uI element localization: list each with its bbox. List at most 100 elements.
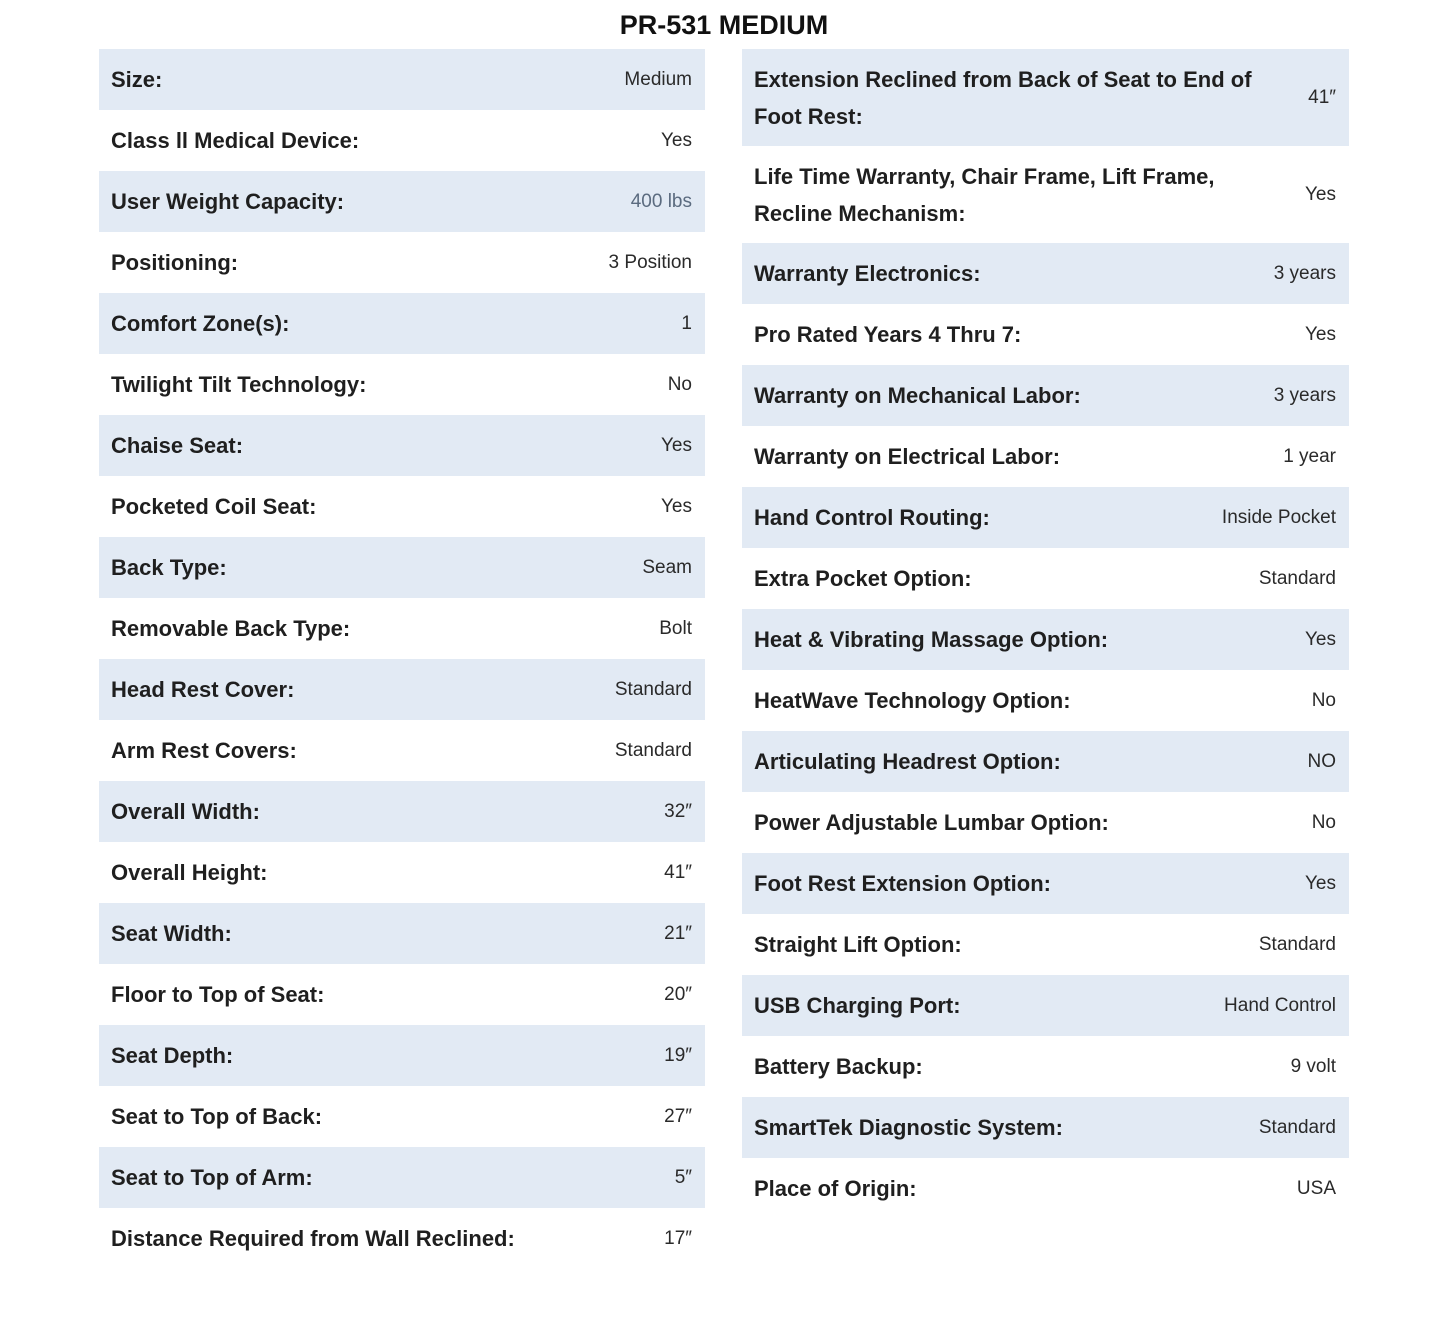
spec-label: Back Type: — [111, 555, 227, 580]
spec-row: Warranty on Electrical Labor: 1 year — [742, 426, 1349, 487]
spec-label: Floor to Top of Seat: — [111, 982, 325, 1007]
spec-value: Seam — [642, 556, 692, 578]
spec-label: Battery Backup: — [754, 1054, 923, 1079]
spec-label: Twilight Tilt Technology: — [111, 372, 367, 397]
spec-label: Warranty Electronics: — [754, 261, 981, 286]
spec-label: Size: — [111, 67, 163, 92]
spec-value: Yes — [1305, 183, 1336, 205]
spec-label: Overall Height: — [111, 860, 268, 885]
spec-label: Extra Pocket Option: — [754, 566, 972, 591]
spec-value: Standard — [614, 739, 692, 761]
spec-row: Twilight Tilt Technology: No — [99, 354, 705, 415]
spec-row: Positioning: 3 Position — [99, 232, 705, 293]
spec-row: Removable Back Type: Bolt — [99, 598, 705, 659]
spec-label: SmartTek Diagnostic System: — [754, 1115, 1063, 1140]
spec-row: SmartTek Diagnostic System: Standard — [742, 1097, 1349, 1158]
spec-value: 41″ — [1308, 86, 1336, 108]
spec-label: Seat to Top of Back: — [111, 1104, 323, 1129]
spec-row: Seat to Top of Back: 27″ — [99, 1086, 705, 1147]
spec-table-left: Size: Medium Class ll Medical Device: Yes Us… — [99, 49, 705, 1269]
spec-value: USA — [1296, 1177, 1336, 1199]
spec-row: Straight Lift Option: Standard — [742, 914, 1349, 975]
spec-row: Class ll Medical Device: Yes — [99, 110, 705, 171]
spec-row: Pocketed Coil Seat: Yes — [99, 476, 705, 537]
spec-label: Extension Reclined from Back of Seat to … — [754, 66, 1252, 129]
spec-value: 20″ — [664, 983, 692, 1005]
spec-row: Place of Origin: USA — [742, 1158, 1349, 1219]
spec-value: 1 — [681, 312, 692, 334]
spec-row: Overall Width: 32″ — [99, 781, 705, 842]
spec-row: Overall Height: 41″ — [99, 842, 705, 903]
spec-row: Extra Pocket Option: Standard — [742, 548, 1349, 609]
spec-value: Yes — [1305, 872, 1336, 894]
spec-value: NO — [1307, 750, 1337, 772]
spec-row: Pro Rated Years 4 Thru 7: Yes — [742, 304, 1349, 365]
spec-label: HeatWave Technology Option: — [754, 688, 1071, 713]
spec-label: Power Adjustable Lumbar Option: — [754, 810, 1109, 835]
spec-label: User Weight Capacity: — [111, 189, 345, 214]
spec-value: 17″ — [664, 1227, 692, 1249]
spec-value: 9 volt — [1290, 1055, 1336, 1077]
spec-value: Yes — [1305, 323, 1336, 345]
spec-row: USB Charging Port: Hand Control — [742, 975, 1349, 1036]
spec-row: Distance Required from Wall Reclined: 17″ — [99, 1208, 705, 1269]
spec-table-right: Extension Reclined from Back of Seat to … — [742, 49, 1349, 1219]
spec-label: Life Time Warranty, Chair Frame, Lift Fr… — [754, 163, 1215, 226]
spec-row: User Weight Capacity: 400 lbs — [99, 171, 705, 232]
spec-value: No — [1311, 811, 1336, 833]
spec-row: HeatWave Technology Option: No — [742, 670, 1349, 731]
spec-row: Seat Depth: 19″ — [99, 1025, 705, 1086]
spec-value: No — [667, 373, 692, 395]
spec-value: No — [1311, 689, 1336, 711]
spec-label: Place of Origin: — [754, 1176, 917, 1201]
spec-value: Standard — [614, 678, 692, 700]
spec-label: Chaise Seat: — [111, 433, 244, 458]
spec-label: Comfort Zone(s): — [111, 311, 290, 336]
spec-row: Extension Reclined from Back of Seat to … — [742, 49, 1349, 146]
spec-value: 27″ — [664, 1105, 692, 1127]
spec-value: 1 year — [1283, 445, 1336, 467]
spec-label: Distance Required from Wall Reclined: — [111, 1226, 515, 1251]
spec-label: Hand Control Routing: — [754, 505, 990, 530]
spec-label: Seat Depth: — [111, 1043, 234, 1068]
spec-value: 21″ — [664, 922, 692, 944]
spec-value: Yes — [661, 434, 692, 456]
spec-label: Removable Back Type: — [111, 616, 351, 641]
spec-row: Articulating Headrest Option: NO — [742, 731, 1349, 792]
spec-row: Head Rest Cover: Standard — [99, 659, 705, 720]
spec-label: Head Rest Cover: — [111, 677, 295, 702]
spec-value: 41″ — [664, 861, 692, 883]
spec-row: Warranty Electronics: 3 years — [742, 243, 1349, 304]
spec-value: Yes — [661, 495, 692, 517]
spec-label: Seat to Top of Arm: — [111, 1165, 313, 1190]
spec-value: Medium — [624, 68, 692, 90]
spec-label: Seat Width: — [111, 921, 232, 946]
spec-label: Overall Width: — [111, 799, 260, 824]
spec-label: Warranty on Electrical Labor: — [754, 444, 1061, 469]
spec-value: 5″ — [674, 1166, 692, 1188]
spec-value: Standard — [1258, 1116, 1336, 1138]
spec-value: 19″ — [664, 1044, 692, 1066]
spec-row: Hand Control Routing: Inside Pocket — [742, 487, 1349, 548]
spec-label: Pocketed Coil Seat: — [111, 494, 317, 519]
spec-value: Yes — [661, 129, 692, 151]
spec-row: Heat & Vibrating Massage Option: Yes — [742, 609, 1349, 670]
spec-label: Arm Rest Covers: — [111, 738, 297, 763]
spec-value: Standard — [1258, 933, 1336, 955]
spec-label: Articulating Headrest Option: — [754, 749, 1061, 774]
spec-value: Yes — [1305, 628, 1336, 650]
spec-row: Floor to Top of Seat: 20″ — [99, 964, 705, 1025]
spec-value: 32″ — [664, 800, 692, 822]
spec-value: 3 years — [1273, 384, 1336, 406]
spec-label: Heat & Vibrating Massage Option: — [754, 627, 1109, 652]
spec-value: Standard — [1258, 567, 1336, 589]
spec-row: Seat Width: 21″ — [99, 903, 705, 964]
spec-row: Arm Rest Covers: Standard — [99, 720, 705, 781]
spec-row: Chaise Seat: Yes — [99, 415, 705, 476]
spec-value: 400 lbs — [630, 190, 692, 212]
spec-row: Seat to Top of Arm: 5″ — [99, 1147, 705, 1208]
spec-label: USB Charging Port: — [754, 993, 961, 1018]
page-title: PR-531 MEDIUM — [619, 10, 829, 40]
spec-value: Inside Pocket — [1221, 506, 1336, 528]
spec-row: Comfort Zone(s): 1 — [99, 293, 705, 354]
